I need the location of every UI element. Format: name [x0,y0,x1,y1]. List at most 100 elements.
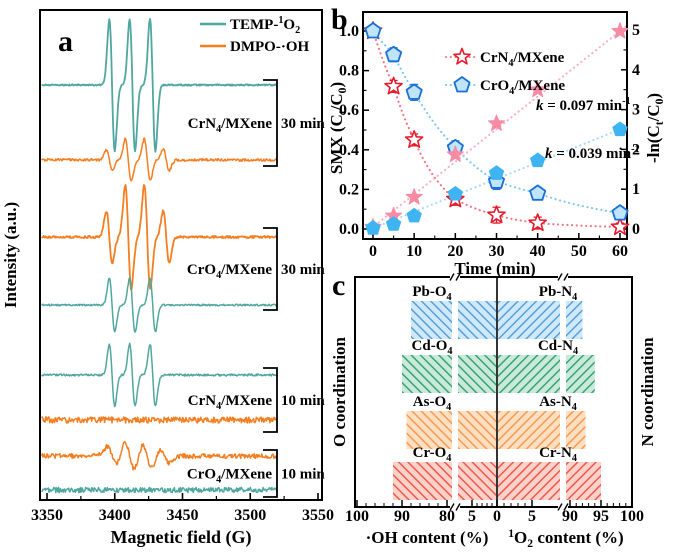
x-axis-title-left: ·OH content (%) [366,528,489,547]
y-tick-label: 0.6 [339,102,359,119]
data-point [446,145,464,162]
y-axis-title-right: N coordination [638,337,657,447]
epr-trace [40,277,279,333]
bar-label-right: Pb-N4 [539,284,577,303]
epr-trace [40,440,278,471]
y-tick-label: 2 [632,141,640,158]
x-tick-label: 60 [612,243,628,260]
bar-label-left: Cr-O4 [413,445,452,464]
data-point [530,152,546,168]
bar-left-outer [411,301,452,339]
bar-left-inner [458,355,496,393]
bar-label-left: As-O4 [413,394,451,413]
epr-trace [41,18,278,153]
group-bracket [263,449,278,498]
bar-label-right: Cd-N4 [538,338,578,357]
bar-label-right: As-N4 [539,394,577,413]
x-tick-label: 100 [345,508,369,525]
x-tick-label: 20 [447,243,463,260]
x-tick-label: 80 [439,508,455,525]
bar-label-left: Cd-O4 [412,338,453,357]
bar-right-inner [498,411,560,449]
group-label: CrN4/MXene [188,393,273,412]
data-point [610,217,630,236]
x-tick-label: 3500 [234,507,266,524]
axis-break [563,273,569,281]
data-point [364,22,382,39]
x-tick-label: 3350 [31,507,63,524]
group-time-label: 10 min [281,393,325,409]
bar-left-inner [458,301,496,339]
data-point [385,45,403,63]
data-point [447,185,463,201]
data-point [488,165,505,180]
x-tick-label: 90 [562,508,578,525]
x-axis-title: Time (min) [454,259,535,278]
bar-label-left: Pb-O4 [412,284,451,303]
axis-break [563,503,569,511]
bar-left-inner [458,411,496,449]
legend-marker [453,47,471,65]
bar-right-outer [566,301,583,339]
group-time-label: 30 min [281,262,325,278]
x-tick-label: 3550 [302,507,334,524]
group-bracket [263,367,278,433]
x-tick-label: 0 [493,508,501,525]
y-tick-label: 0 [632,221,640,238]
legend-marker [453,76,471,93]
x-tick-label: 90 [394,508,410,525]
bar-left-inner [458,462,496,500]
data-point [612,121,628,137]
axis-break [449,273,455,281]
panel-c-content-chart: Pb-O4 Pb-N4 Cd-O4 Cd-N4 As-O4 As-N4 Cr-O4 Cr-N4… [330,273,657,550]
x-axis-title-right: 1O2 content (%) [508,527,623,550]
group-label: CrN4/MXene [188,116,273,135]
group-time-label: 30 min [281,116,325,132]
legend-label: CrO4/MXene [480,78,565,97]
group-label: CrO4/MXene [187,467,272,486]
x-tick-label: 10 [406,243,422,260]
data-point [404,130,424,148]
data-point [405,188,423,205]
epr-trace [41,416,279,424]
bar-label-right: Cr-N4 [539,445,577,464]
rate-constant-annotation: k = 0.039 min-1 [545,144,640,162]
rate-constant-annotation: k = 0.097 min-1 [536,96,631,114]
axis-break [449,503,455,511]
y-tick-label: 1 [632,181,640,198]
x-tick-label: 5 [468,508,476,525]
legend-label: DMPO-·OH [230,39,309,55]
x-tick-label: 30 [489,243,505,260]
bar-right-outer [566,411,586,449]
legend-label: CrN4/MXene [480,50,565,69]
axis-break [455,273,461,281]
panel-a-epr-chart: 3350 3400 3450 3500 3550 Magnetic field (G) In… [1,9,334,548]
data-point [528,213,548,232]
x-tick-label: 3400 [99,507,131,524]
data-point [405,83,423,100]
bar-right-outer [566,355,595,393]
epr-trace [41,184,278,291]
legend-label: TEMP-1O2 [230,15,300,36]
bar-left-outer [402,355,452,393]
x-tick-label: 100 [620,508,644,525]
data-point [611,204,629,221]
x-tick-label: 5 [528,508,536,525]
y-tick-label: 3 [632,102,640,119]
group-time-label: 10 min [281,467,325,483]
x-tick-label: 95 [593,508,609,525]
data-point [487,114,506,131]
data-point [365,220,381,235]
x-tick-label: 0 [369,243,377,260]
epr-trace [40,137,278,182]
x-tick-label: 40 [530,243,546,260]
panel-a-letter: a [58,25,73,58]
bar-right-inner [498,462,560,500]
y-tick-label: 0.0 [339,221,359,238]
axis-break [557,273,563,281]
y-tick-label: 4 [632,62,640,79]
y-tick-label: 0.8 [339,63,359,80]
